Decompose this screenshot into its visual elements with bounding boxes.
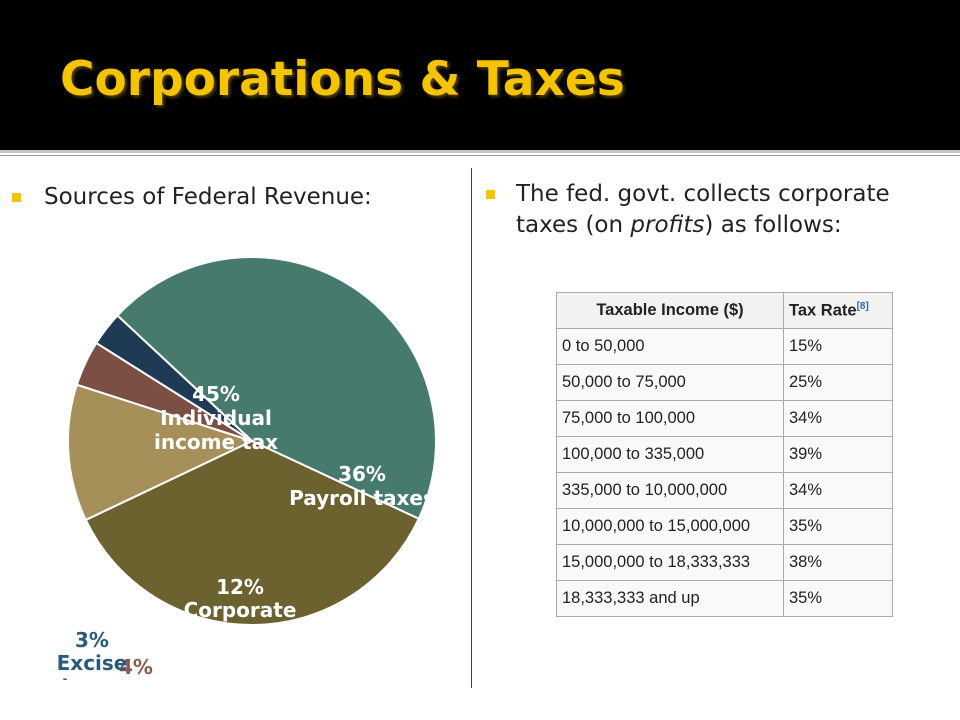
header-taxable-income: Taxable Income ($) [556,292,784,329]
income-bracket-cell: 0 to 50,000 [556,328,784,365]
table-row: 100,000 to 335,000 39% [556,436,893,473]
table-header-row: Taxable Income ($) Tax Rate[8] [556,292,893,329]
pie-category-label: Payroll taxes [289,486,435,510]
right-bullet-post: ) as follows: [704,212,842,238]
header-tax-rate: Tax Rate[8] [783,292,893,329]
pie-slice [84,439,421,626]
tax-rate-cell: 39% [783,436,893,473]
table-row: 18,333,333 and up 35% [556,580,893,617]
table-row: 335,000 to 10,000,000 34% [556,472,893,509]
title-rule-thin [0,155,960,156]
bullet-square-icon [12,193,21,202]
tax-rate-cell: 35% [783,508,893,545]
income-bracket-cell: 18,333,333 and up [556,580,784,617]
pie-slice [94,314,253,442]
right-bullet-em: profits [630,212,705,238]
column-divider [471,168,472,688]
pie-percent-label: 4% [119,655,153,679]
income-bracket-cell: 10,000,000 to 15,000,000 [556,508,784,545]
tax-rate-cell: 34% [783,400,893,437]
title-rule [0,150,960,153]
reference-link[interactable]: [8] [856,300,869,312]
pie-category-label: taxes [61,674,122,680]
corporate-tax-table: Taxable Income ($) Tax Rate[8] 0 to 50,0… [556,292,893,617]
table-row: 15,000,000 to 18,333,333 38% [556,544,893,581]
slide-title: Corporations & Taxes [60,52,625,107]
tax-rate-cell: 15% [783,328,893,365]
pie-percent-label: 12% [216,575,264,599]
income-bracket-cell: 50,000 to 75,000 [556,364,784,401]
pie-slice [116,256,437,521]
table-row: 0 to 50,000 15% [556,328,893,365]
tax-rate-cell: 25% [783,364,893,401]
income-bracket-cell: 335,000 to 10,000,000 [556,472,784,509]
bullet-square-icon [486,190,495,199]
pie-percent-label: 45% [192,382,240,406]
tax-rate-cell: 34% [783,472,893,509]
table-row: 50,000 to 75,000 25% [556,364,893,401]
federal-revenue-pie-chart: 45% Individual income tax 36% Payroll taxes 1… [40,240,460,703]
income-bracket-cell: 15,000,000 to 18,333,333 [556,544,784,581]
pie-percent-label: 36% [338,462,386,486]
header-tax-rate-label: Tax Rate [789,301,857,320]
pie-percent-label: 3% [75,628,109,652]
title-bar [0,0,960,150]
tax-rate-cell: 35% [783,580,893,617]
tax-rate-cell: 38% [783,544,893,581]
left-bullet-text: Sources of Federal Revenue: [44,184,372,210]
pie-category-label: Corporate [184,598,297,622]
income-bracket-cell: 75,000 to 100,000 [556,400,784,437]
pie-category-label: Individual [160,406,272,430]
pie-slice [67,383,255,522]
right-bullet-pre: The fed. govt. collects corporate taxes … [516,181,890,238]
right-bullet-text: The fed. govt. collects corporate taxes … [516,179,956,241]
income-bracket-cell: 100,000 to 335,000 [556,436,784,473]
pie-category-label: income tax [178,621,302,645]
table-row: 75,000 to 100,000 34% [556,400,893,437]
pie-category-label: Excise [57,651,128,675]
table-row: 10,000,000 to 15,000,000 35% [556,508,893,545]
pie-category-label: income tax [154,430,278,454]
